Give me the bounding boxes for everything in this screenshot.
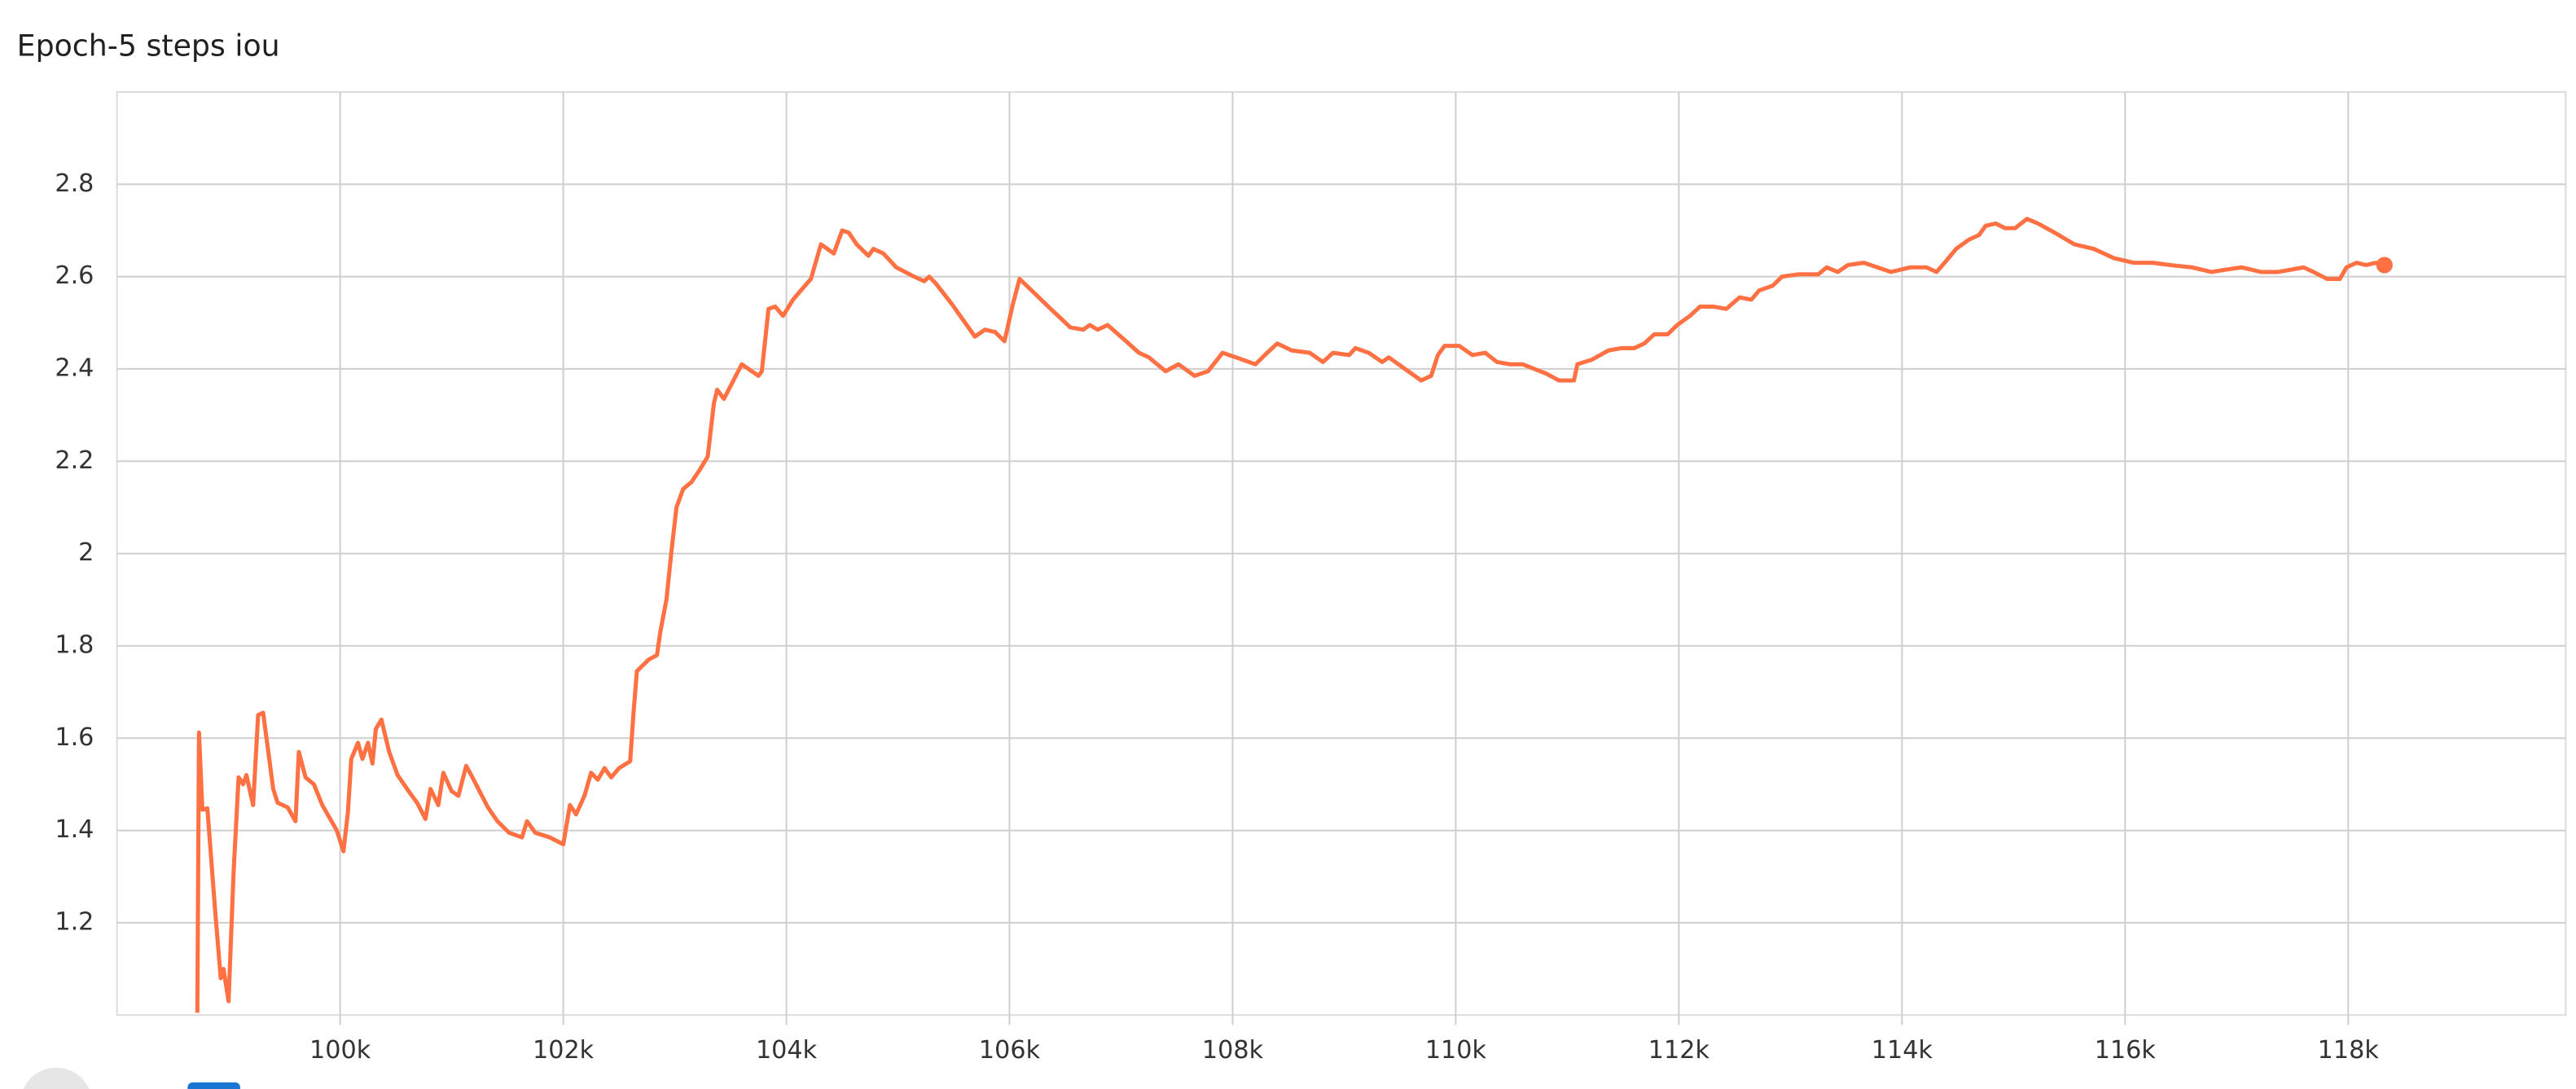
x-tick-label: 112k bbox=[1648, 1036, 1710, 1065]
icon-button[interactable] bbox=[20, 1067, 93, 1089]
end-marker bbox=[2376, 257, 2393, 274]
y-tick-label: 1.8 bbox=[55, 630, 94, 659]
x-tick-label: 108k bbox=[1202, 1036, 1264, 1065]
y-tick-label: 1.4 bbox=[55, 815, 94, 844]
x-tick-label: 106k bbox=[979, 1036, 1041, 1065]
x-tick-label: 102k bbox=[533, 1036, 595, 1065]
y-tick-label: 2.4 bbox=[55, 353, 94, 382]
line bbox=[195, 217, 2385, 1013]
y-tick-label: 2.2 bbox=[55, 446, 94, 475]
chart-title: Epoch-5 steps iou bbox=[17, 28, 280, 63]
x-tick-label: 118k bbox=[2318, 1036, 2380, 1065]
x-tick-label: 114k bbox=[1872, 1036, 1933, 1065]
icon-button[interactable] bbox=[187, 1082, 240, 1089]
y-tick-label: 2 bbox=[78, 538, 94, 567]
y-tick-label: 1.6 bbox=[55, 723, 94, 752]
y-tick-label: 2.8 bbox=[55, 169, 94, 198]
y-tick-label: 2.6 bbox=[55, 261, 94, 290]
y-tick-label: 1.2 bbox=[55, 907, 94, 936]
x-tick-label: 104k bbox=[756, 1036, 818, 1065]
x-tick-label: 100k bbox=[309, 1036, 371, 1065]
x-tick-label: 110k bbox=[1425, 1036, 1487, 1065]
x-tick-label: 116k bbox=[2095, 1036, 2157, 1065]
